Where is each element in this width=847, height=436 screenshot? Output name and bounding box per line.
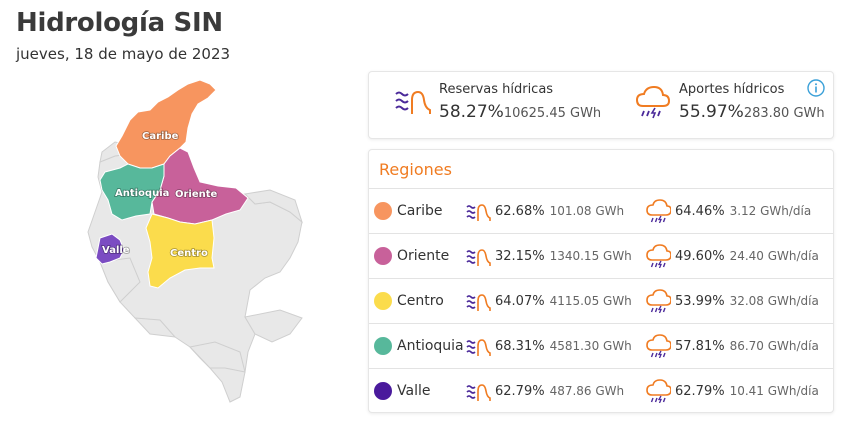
region-reservas-gwh: 101.08 GWh	[549, 204, 625, 218]
region-centro-shape[interactable]	[145, 213, 215, 289]
map-label-antioquia: Antioquia	[115, 188, 169, 199]
region-aportes-gwh: 24.40 GWh/día	[729, 249, 819, 263]
rain-cloud-icon	[646, 379, 671, 403]
page-date: jueves, 18 de mayo de 2023	[16, 45, 231, 63]
region-reservas-percent: 68.31%	[495, 338, 545, 354]
region-aportes-percent: 57.81%	[675, 338, 725, 354]
map-label-oriente: Oriente	[175, 189, 218, 200]
region-reservas-gwh: 1340.15 GWh	[549, 249, 632, 263]
region-name: Oriente	[397, 248, 450, 264]
water-reservoir-icon	[466, 204, 491, 221]
region-valle-shape[interactable]	[95, 233, 125, 265]
region-name: Caribe	[397, 203, 443, 219]
region-color-dot	[374, 247, 392, 265]
water-reservoir-icon	[466, 339, 491, 356]
region-aportes-gwh: 32.08 GWh/día	[729, 294, 819, 308]
colombia-map[interactable]: Caribe Oriente Antioquia Centro Valle	[40, 72, 330, 422]
region-aportes-gwh: 10.41 GWh/día	[729, 384, 819, 398]
region-aportes-gwh: 86.70 GWh/día	[729, 339, 819, 353]
region-caribe-shape[interactable]	[115, 79, 217, 169]
water-reservoir-icon	[466, 294, 491, 311]
map-label-valle: Valle	[102, 245, 130, 256]
water-reservoir-icon	[466, 384, 491, 401]
region-reservas-percent: 64.07%	[495, 293, 545, 309]
region-aportes-percent: 53.99%	[675, 293, 725, 309]
reservas-gwh: 10625.45 GWh	[503, 106, 602, 121]
reservas-percent: 58.27%	[439, 102, 504, 122]
region-aportes-percent: 62.79%	[675, 383, 725, 399]
region-reservas-gwh: 4581.30 GWh	[549, 339, 632, 353]
water-reservoir-icon	[395, 90, 431, 114]
region-reservas-percent: 32.15%	[495, 248, 545, 264]
aportes-label: Aportes hídricos	[679, 82, 785, 97]
region-row-centro[interactable]: Centro 64.07% 4115.05 GWh 53.99% 32.08 GWh/d…	[369, 278, 833, 323]
region-color-dot	[374, 292, 392, 310]
rain-cloud-icon	[646, 334, 671, 358]
region-reservas-percent: 62.68%	[495, 203, 545, 219]
region-name: Valle	[397, 383, 431, 399]
regions-title: Regiones	[379, 160, 452, 179]
regions-card: Regiones Caribe 62.68% 101.08 GWh 64.46% 3.1…	[368, 149, 834, 413]
region-color-dot	[374, 382, 392, 400]
reservas-summary: Reservas hídricas 58.27%10625.45 GWh	[393, 82, 601, 122]
aportes-summary: Aportes hídricos 55.97%283.80 GWh	[633, 82, 825, 122]
region-name: Antioquia	[397, 338, 464, 354]
rain-cloud-icon	[635, 85, 671, 119]
region-color-dot	[374, 202, 392, 220]
info-icon[interactable]	[807, 79, 825, 97]
summary-card: Reservas hídricas 58.27%10625.45 GWh Apo…	[368, 71, 834, 139]
region-name: Centro	[397, 293, 444, 309]
region-aportes-percent: 64.46%	[675, 203, 725, 219]
reservas-label: Reservas hídricas	[439, 82, 554, 97]
region-aportes-gwh: 3.12 GWh/día	[729, 204, 812, 218]
rain-cloud-icon	[646, 199, 671, 223]
rain-cloud-icon	[646, 244, 671, 268]
region-row-antioquia[interactable]: Antioquia 68.31% 4581.30 GWh 57.81% 86.70 GW…	[369, 323, 833, 368]
region-aportes-percent: 49.60%	[675, 248, 725, 264]
region-color-dot	[374, 337, 392, 355]
map-label-centro: Centro	[170, 248, 208, 259]
map-label-caribe: Caribe	[142, 131, 179, 142]
region-reservas-gwh: 487.86 GWh	[549, 384, 625, 398]
region-reservas-gwh: 4115.05 GWh	[549, 294, 632, 308]
page-title: Hidrología SIN	[16, 8, 223, 38]
water-reservoir-icon	[466, 249, 491, 266]
aportes-percent: 55.97%	[679, 102, 744, 122]
region-row-oriente[interactable]: Oriente 32.15% 1340.15 GWh 49.60% 24.40 GWh/…	[369, 233, 833, 278]
region-antioquia-shape[interactable]	[99, 163, 165, 221]
region-reservas-percent: 62.79%	[495, 383, 545, 399]
aportes-gwh: 283.80 GWh	[743, 106, 825, 121]
rain-cloud-icon	[646, 289, 671, 313]
region-row-caribe[interactable]: Caribe 62.68% 101.08 GWh 64.46% 3.12 GWh/día	[369, 188, 833, 233]
region-row-valle[interactable]: Valle 62.79% 487.86 GWh 62.79% 10.41 GWh/día	[369, 368, 833, 413]
